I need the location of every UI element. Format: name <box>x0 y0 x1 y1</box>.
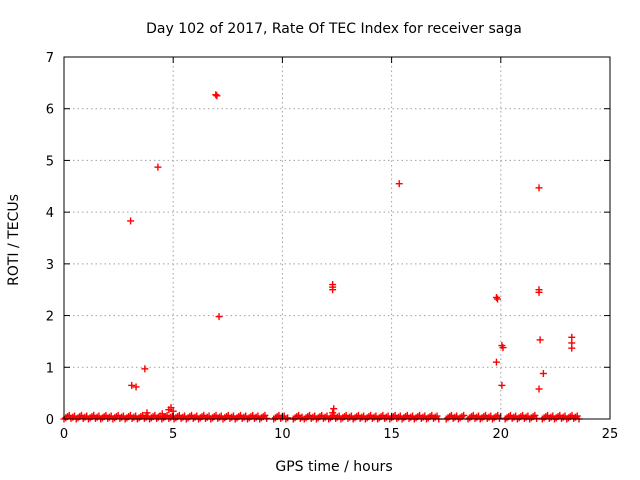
data-point <box>492 293 500 301</box>
baseline-point <box>263 414 271 422</box>
x-tick-label: 5 <box>169 427 177 442</box>
y-tick-label: 5 <box>46 154 54 169</box>
y-axis-label: ROTI / TECUs <box>6 194 22 286</box>
baseline-marks <box>60 411 583 423</box>
data-point <box>330 405 338 413</box>
grid-lines <box>64 57 610 419</box>
data-point <box>539 369 547 377</box>
data-point <box>498 381 506 389</box>
data-point <box>494 295 502 303</box>
y-tick-label: 2 <box>46 310 54 325</box>
data-points <box>127 91 576 418</box>
data-point <box>143 409 151 417</box>
y-tick-label: 0 <box>46 413 54 428</box>
data-point <box>499 344 507 352</box>
plot-frame <box>63 56 611 420</box>
data-point <box>535 385 543 393</box>
data-point <box>167 404 175 412</box>
baseline-point <box>460 411 468 419</box>
data-point <box>492 358 500 366</box>
axis-ticks <box>63 56 611 420</box>
y-tick-label: 4 <box>46 206 54 221</box>
x-tick-label: 25 <box>602 427 619 442</box>
data-point <box>535 184 543 192</box>
data-point <box>536 336 544 344</box>
data-point <box>132 383 140 391</box>
data-point <box>158 410 166 418</box>
y-tick-label: 3 <box>46 258 54 273</box>
x-tick-labels: 0 5 10 15 20 25 <box>60 427 618 442</box>
x-tick-label: 10 <box>274 427 291 442</box>
y-tick-label: 6 <box>46 103 54 118</box>
x-tick-label: 0 <box>60 427 68 442</box>
data-point <box>395 180 403 188</box>
data-point <box>215 313 223 321</box>
data-point <box>329 286 337 294</box>
data-point <box>141 365 149 373</box>
chart-title: Day 102 of 2017, Rate Of TEC Index for r… <box>146 21 522 37</box>
data-point <box>212 91 220 99</box>
data-point <box>154 163 162 171</box>
y-tick-labels: 0 1 2 3 4 5 6 7 <box>46 51 54 428</box>
data-point <box>128 381 136 389</box>
x-tick-label: 20 <box>493 427 510 442</box>
data-point <box>568 344 576 352</box>
data-point <box>535 288 543 296</box>
x-tick-label: 15 <box>383 427 400 442</box>
data-point <box>213 92 221 100</box>
baseline-point <box>284 414 292 422</box>
y-tick-label: 7 <box>46 51 54 66</box>
data-point <box>329 409 337 417</box>
x-axis-label: GPS time / hours <box>275 459 392 475</box>
data-point <box>127 217 135 225</box>
y-tick-label: 1 <box>46 361 54 376</box>
